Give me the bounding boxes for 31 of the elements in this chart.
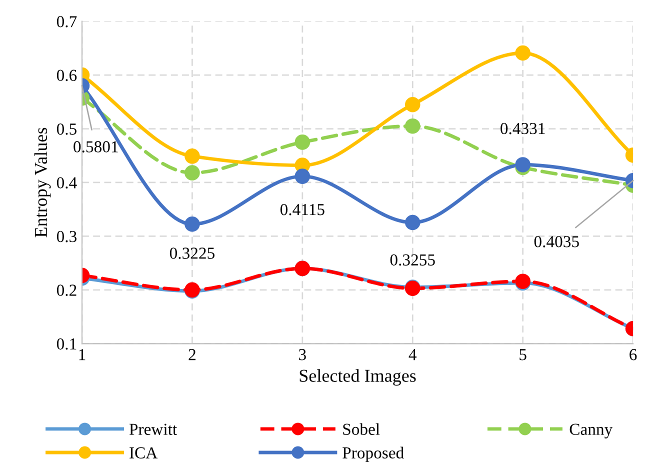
- data-label: 0.3255: [390, 254, 435, 266]
- legend-label: Canny: [570, 424, 613, 438]
- y-tick-label: 0.7: [56, 16, 77, 28]
- y-tick-label: 0.6: [56, 70, 77, 82]
- x-tick-label: 3: [299, 349, 306, 360]
- y-tick-label: 0.1: [56, 338, 76, 350]
- legend-label: Prewitt: [129, 424, 177, 435]
- data-label: 0.5801: [74, 141, 118, 152]
- point: [404, 118, 420, 134]
- data-label: 0.3225: [170, 248, 214, 259]
- x-axis-title: Selected Images: [300, 369, 416, 386]
- data-label: 0.4331: [500, 122, 545, 134]
- y-tick-label: 0.4: [56, 177, 77, 189]
- legend-label: ICA: [130, 447, 158, 458]
- x-tick-label: 4: [408, 349, 417, 360]
- point: [294, 134, 310, 150]
- x-tick-label: 2: [188, 349, 196, 360]
- y-axis-title: Entropy Values: [34, 128, 51, 238]
- point: [294, 168, 310, 184]
- y-tick-label: 0.2: [56, 284, 76, 296]
- data-label: 0.4115: [280, 204, 324, 216]
- legend-label: Sobel: [343, 423, 380, 435]
- y-tick-label: 0.5: [56, 123, 76, 135]
- point: [404, 214, 420, 230]
- legend-label: Proposed: [342, 446, 404, 462]
- data-label: 0.4035: [534, 236, 579, 248]
- x-tick-label: 1: [79, 349, 86, 360]
- x-tick-label: 6: [630, 349, 637, 360]
- point: [404, 96, 420, 112]
- x-tick-label: 5: [520, 349, 526, 360]
- y-tick-label: 0.3: [56, 230, 76, 242]
